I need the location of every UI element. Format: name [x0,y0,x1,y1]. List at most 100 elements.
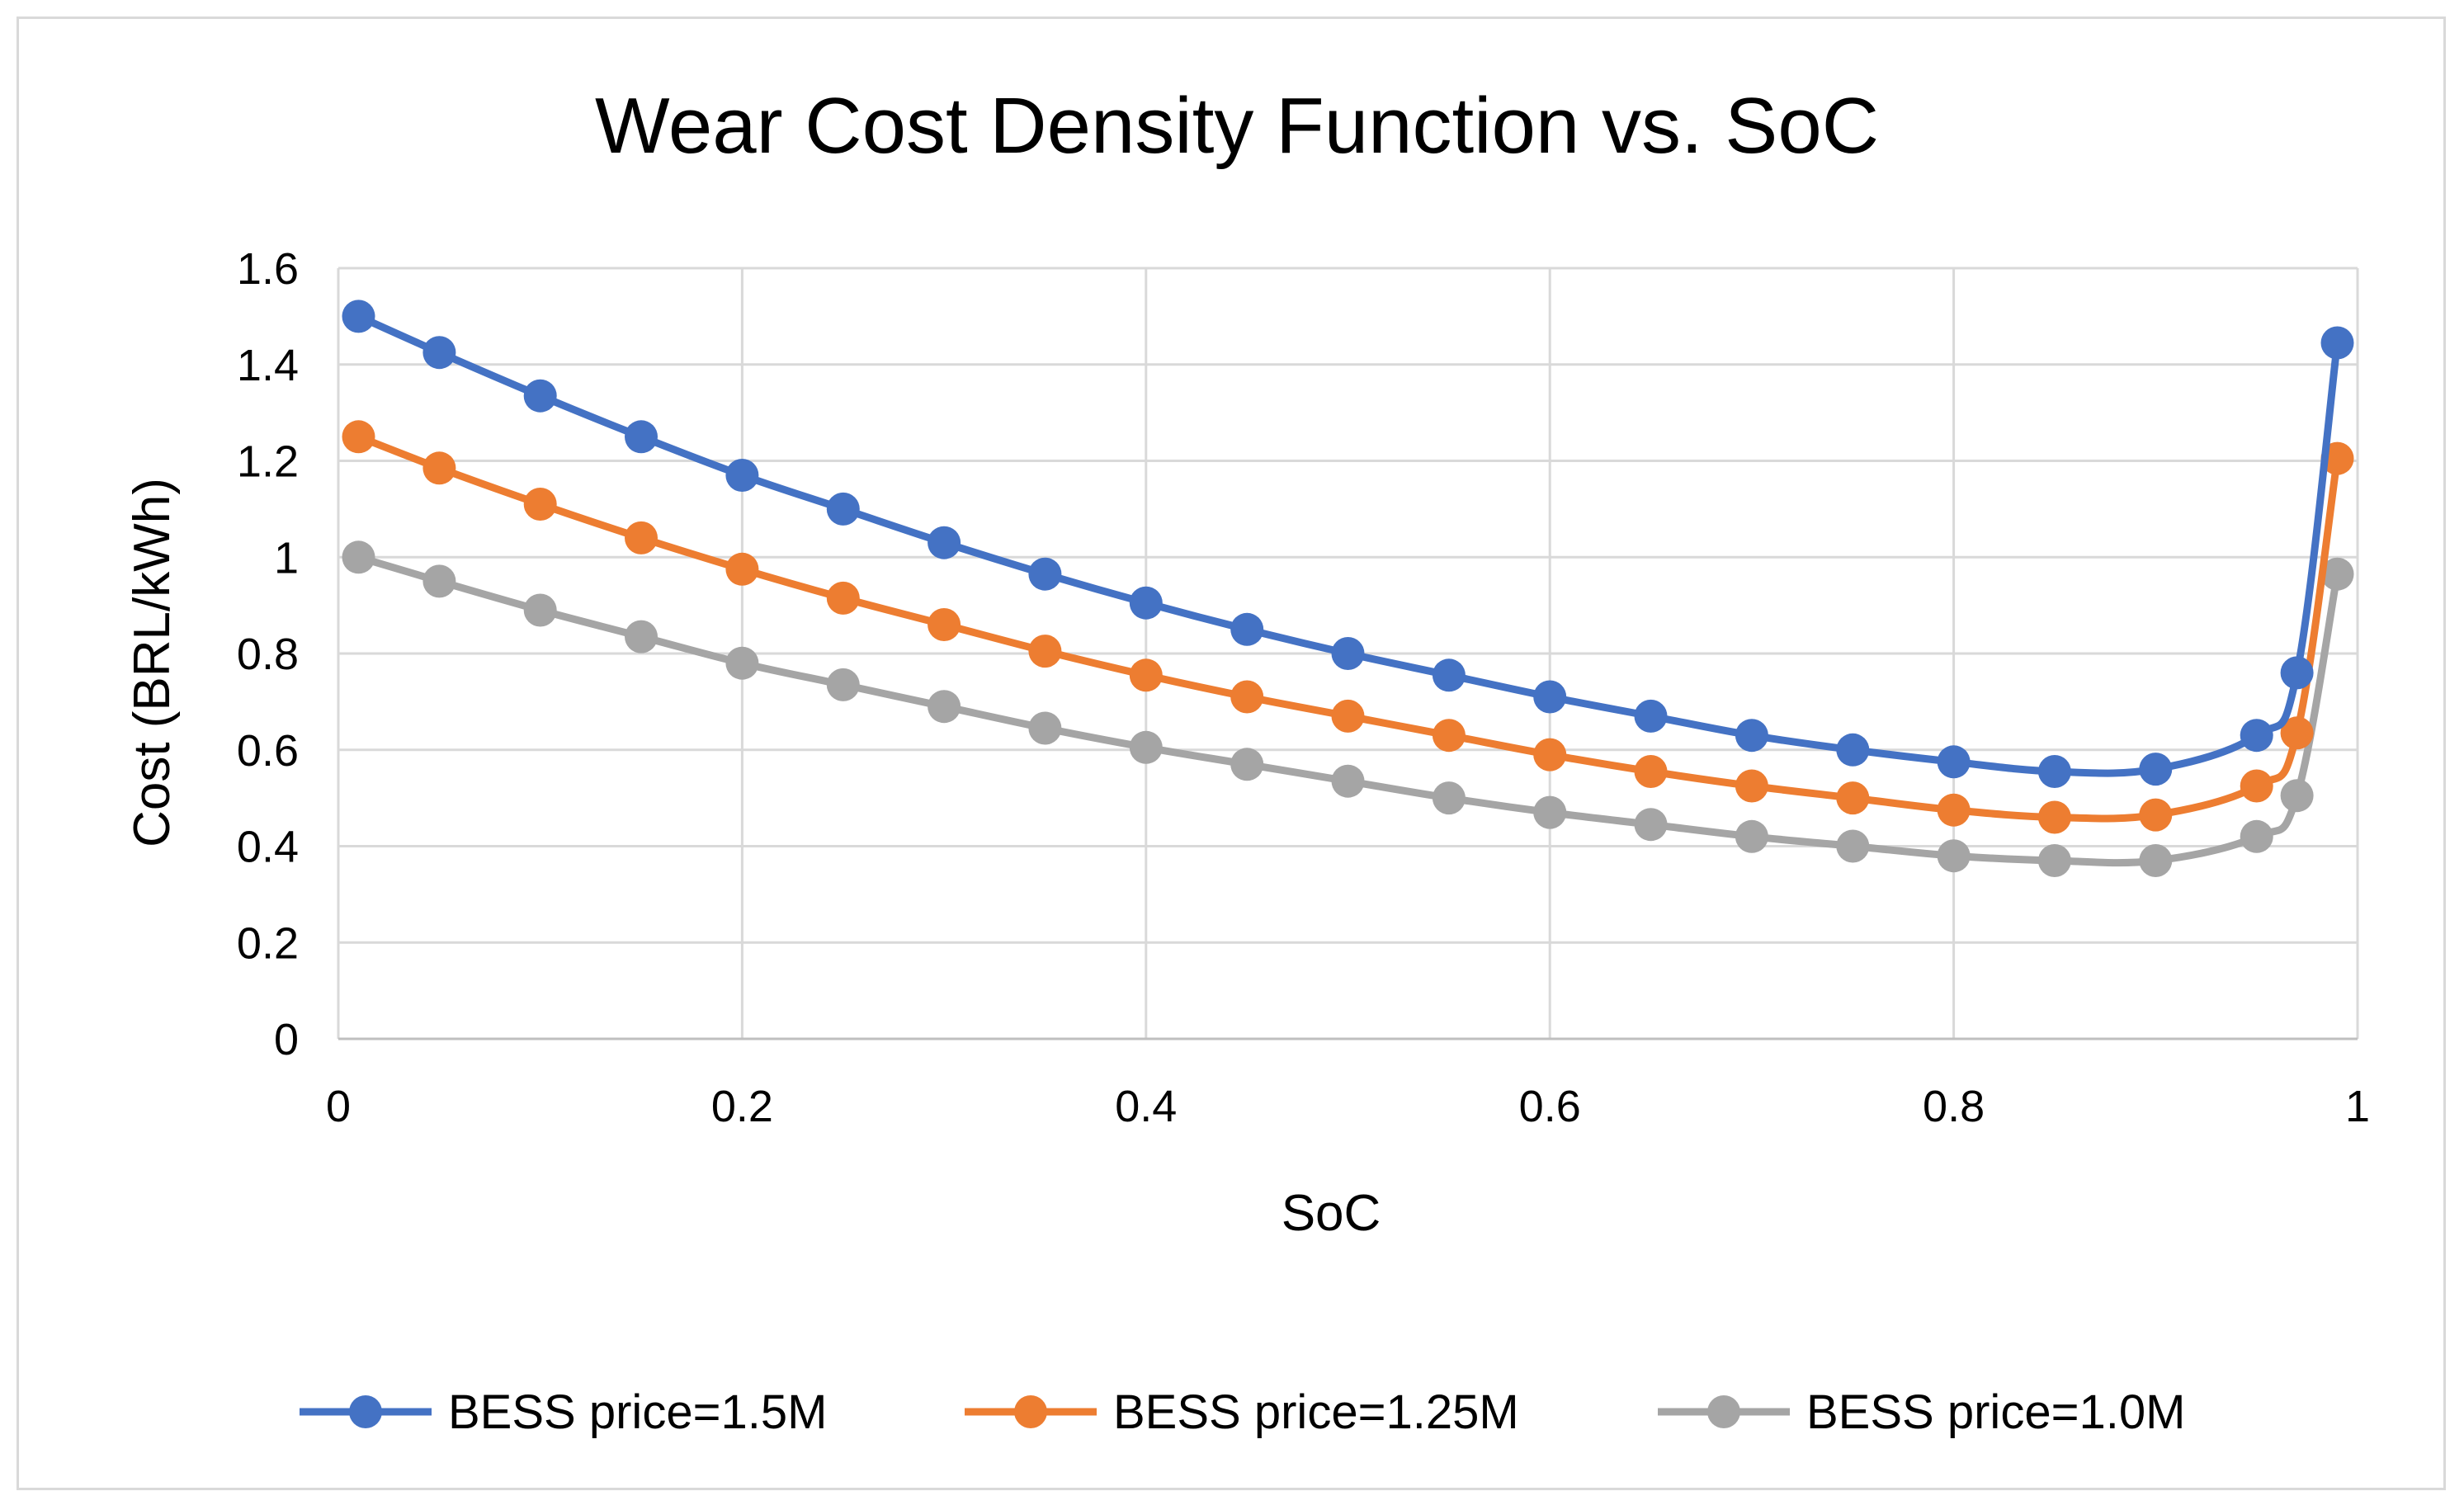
legend-label: BESS price=1.0M [1806,1385,2185,1439]
y-tick-label: 0 [274,1015,299,1064]
data-point [826,492,860,526]
data-point [2320,557,2354,591]
data-point [928,608,961,641]
data-point [2139,753,2173,786]
data-point [342,540,375,574]
chart-svg: Wear Cost Density Function vs. SoC 0 0.2 0… [124,82,2370,1439]
data-point [2280,716,2314,750]
x-tick-label: 0 [326,1082,351,1131]
data-point [1331,764,1365,798]
series-layer [342,300,2354,877]
data-point [1634,755,1668,788]
data-point [1028,635,1062,668]
data-point [1836,829,1870,863]
data-point [523,593,557,627]
data-point [625,420,658,454]
data-point [1533,680,1567,714]
data-point [1937,839,1971,873]
data-point [1129,586,1163,620]
data-point [422,564,456,598]
data-point [625,521,658,554]
legend-item: BESS price=1.0M [1658,1385,2185,1439]
legend-marker [349,1395,382,1428]
data-point [342,420,375,454]
data-point [625,620,658,654]
data-point [523,488,557,521]
data-point [422,451,456,485]
x-tick-label: 0.4 [1115,1082,1177,1131]
data-point [826,581,860,615]
data-point [2037,844,2071,877]
data-point [2320,326,2354,360]
chart-title: Wear Cost Density Function vs. SoC [595,82,1879,170]
data-point [1129,658,1163,692]
y-tick-label: 1.6 [237,244,299,294]
data-point [2240,719,2273,753]
data-point [1836,781,1870,815]
gridlines [337,267,2359,1039]
data-point [1129,730,1163,764]
data-point [1634,699,1668,733]
y-tick-label: 0.6 [237,726,299,776]
legend-item: BESS price=1.5M [300,1385,827,1439]
x-axis-title: SoC [1282,1185,1381,1242]
legend: BESS price=1.5M BESS price=1.25M BESS pric… [300,1385,2185,1439]
series-3 [342,540,2354,877]
data-point [1432,719,1466,753]
legend-marker [1014,1395,1047,1428]
data-point [2139,798,2173,832]
data-point [1937,793,1971,827]
data-point [422,336,456,370]
y-tick-label: 1.2 [237,437,299,487]
data-point [1432,658,1466,692]
data-point [1533,738,1567,772]
data-point [342,300,375,333]
series-line [355,553,2341,867]
chart-frame: Wear Cost Density Function vs. SoC 0 0.2 0… [17,17,2446,1490]
legend-marker [1707,1395,1740,1428]
data-point [1937,745,1971,779]
series-2 [342,420,2354,834]
data-point [1028,711,1062,745]
y-tick-label: 1 [274,533,299,583]
data-point [1634,808,1668,842]
data-point [2139,844,2173,877]
data-point [1331,637,1365,670]
data-point [1230,680,1264,714]
data-point [826,668,860,701]
data-point [725,552,759,586]
x-tick-label: 0.6 [1519,1082,1581,1131]
y-tick-label: 1.4 [237,341,299,390]
data-point [725,646,759,680]
data-point [1230,748,1264,781]
data-point [1230,612,1264,646]
series-line [355,432,2341,823]
data-point [1735,719,1768,753]
data-point [2037,755,2071,788]
data-point [725,459,759,492]
data-point [523,379,557,413]
x-tick-label: 1 [2345,1082,2370,1131]
legend-label: BESS price=1.5M [448,1385,827,1439]
y-tick-label: 0.4 [237,823,299,872]
data-point [2240,769,2273,803]
y-tick-label: 0.2 [237,918,299,968]
y-tick-label: 0.8 [237,630,299,679]
data-point [1836,733,1870,767]
data-point [1735,769,1768,803]
data-point [1432,781,1466,815]
legend-label: BESS price=1.25M [1113,1385,1519,1439]
data-point [2280,779,2314,813]
data-point [928,526,961,559]
data-point [1331,699,1365,733]
data-point [2240,819,2273,853]
tick-labels: 0 0.2 0.4 0.6 0.8 1 1.2 1.4 1.6 0 0.2 0.4 0.6 0.8 1 [237,244,2370,1131]
data-point [2280,656,2314,690]
legend-item: BESS price=1.25M [965,1385,1519,1439]
data-point [2037,800,2071,834]
series-1 [342,300,2354,788]
data-point [1028,557,1062,591]
data-point [1735,819,1768,853]
x-tick-label: 0.8 [1923,1082,1985,1131]
y-axis-title: Cost (BRL/kWh) [124,478,181,847]
